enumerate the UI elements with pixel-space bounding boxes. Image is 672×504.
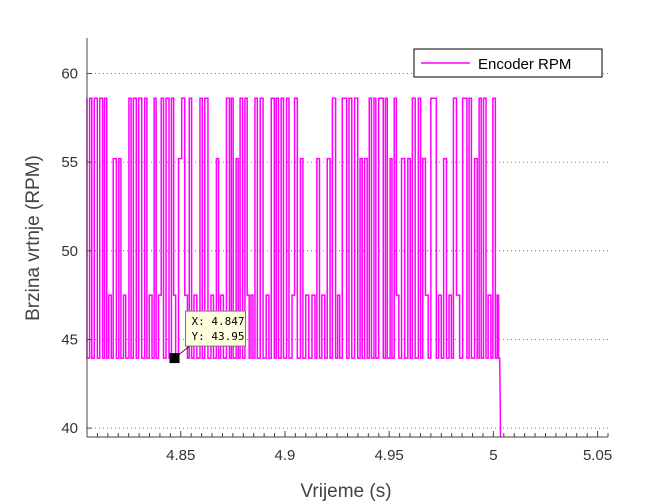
ticks: 40 45 50 55 60 4.85 4.9 4.95 5 5.05 [61,65,612,464]
legend[interactable]: Encoder RPM [413,48,603,78]
datatip-marker[interactable] [169,353,180,364]
x-tick-label: 5 [489,447,497,464]
series-line [86,97,502,438]
x-tick-label: 4.85 [166,447,195,464]
legend-label-encoder-rpm: Encoder RPM [478,56,571,73]
datatip-x-text: X: 4.847 [192,315,245,328]
y-tick-label: 60 [61,65,78,82]
y-tick-label: 45 [61,331,78,348]
datatip-y-text: Y: 43.95 [192,330,245,343]
y-tick-label: 50 [61,243,78,260]
y-axis-label: Brzina vrtnje (RPM) [23,155,44,321]
x-axis-label: Vrijeme (s) [300,481,391,502]
series-encoder-rpm [86,97,502,438]
y-tick-label: 40 [61,420,78,437]
x-tick-label: 4.9 [275,447,296,464]
axes [86,38,608,438]
x-tick-label: 5.05 [583,447,612,464]
grid-lines [87,73,608,429]
datatip[interactable]: X: 4.847 Y: 43.95 [169,310,247,364]
y-tick-label: 55 [61,154,78,171]
datatip-box [185,310,247,347]
x-tick-label: 4.95 [375,447,404,464]
